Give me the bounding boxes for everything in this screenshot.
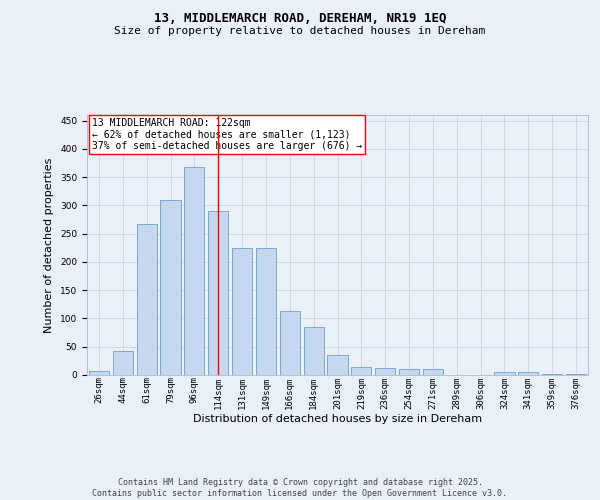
Bar xyxy=(351,366,371,375)
Bar xyxy=(518,372,538,375)
Bar xyxy=(256,248,276,375)
Bar xyxy=(208,211,229,375)
Bar xyxy=(232,248,252,375)
Bar xyxy=(160,200,181,375)
Bar xyxy=(566,374,586,375)
Bar xyxy=(89,371,109,375)
Bar xyxy=(375,368,395,375)
Bar xyxy=(494,372,515,375)
X-axis label: Distribution of detached houses by size in Dereham: Distribution of detached houses by size … xyxy=(193,414,482,424)
Bar xyxy=(137,224,157,375)
Text: 13, MIDDLEMARCH ROAD, DEREHAM, NR19 1EQ: 13, MIDDLEMARCH ROAD, DEREHAM, NR19 1EQ xyxy=(154,12,446,26)
Text: Contains HM Land Registry data © Crown copyright and database right 2025.
Contai: Contains HM Land Registry data © Crown c… xyxy=(92,478,508,498)
Text: 13 MIDDLEMARCH ROAD: 122sqm
← 62% of detached houses are smaller (1,123)
37% of : 13 MIDDLEMARCH ROAD: 122sqm ← 62% of det… xyxy=(92,118,362,151)
Bar xyxy=(542,374,562,375)
Bar xyxy=(304,327,324,375)
Bar xyxy=(423,370,443,375)
Bar xyxy=(399,370,419,375)
Bar xyxy=(328,355,347,375)
Bar xyxy=(280,310,300,375)
Y-axis label: Number of detached properties: Number of detached properties xyxy=(44,158,55,332)
Bar xyxy=(113,352,133,375)
Text: Size of property relative to detached houses in Dereham: Size of property relative to detached ho… xyxy=(115,26,485,36)
Bar xyxy=(184,167,205,375)
